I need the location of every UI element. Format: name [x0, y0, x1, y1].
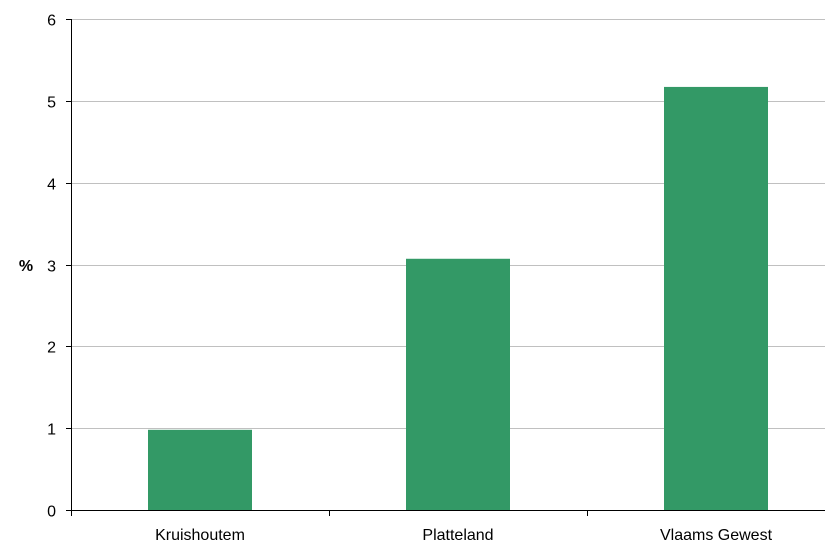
y-axis-label: % [19, 258, 33, 275]
bar-kruishoutem [148, 429, 252, 510]
x-category-labels: Kruishoutem Platteland Vlaams Gewest [155, 527, 772, 544]
x-category-label: Vlaams Gewest [660, 527, 773, 544]
x-category-label: Kruishoutem [155, 527, 245, 544]
y-tick-label: 0 [47, 504, 56, 521]
y-tick-label: 3 [47, 259, 56, 276]
y-tick-labels: 0 1 2 3 4 5 6 [47, 13, 56, 521]
bar-vlaams-gewest [664, 86, 768, 511]
y-tick-label: 6 [47, 13, 56, 30]
y-tick-label: 5 [47, 95, 56, 112]
bars [148, 86, 768, 511]
y-tick-label: 2 [47, 340, 56, 357]
y-tick-label: 1 [47, 422, 56, 439]
axes [66, 19, 825, 516]
bar-platteland [406, 258, 510, 510]
y-tick-label: 4 [47, 177, 56, 194]
x-category-label: Platteland [422, 527, 493, 544]
